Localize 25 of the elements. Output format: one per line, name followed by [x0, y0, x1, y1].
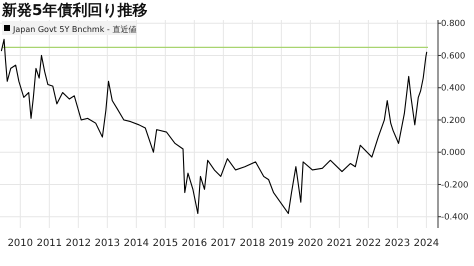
x-tick-label: 2014	[124, 238, 150, 249]
y-tick-label: 0.400	[441, 84, 466, 94]
x-tick-label: 2016	[182, 238, 208, 249]
x-tick-label: 2023	[384, 238, 410, 249]
line-series	[0, 38, 428, 214]
y-tick-label: 0.000	[441, 148, 466, 158]
y-tick-label: -0.400	[441, 212, 468, 223]
legend-label: Japan Govt 5Y Bnchmk - 直近値	[12, 24, 136, 34]
y-tick-label: -0.200	[441, 180, 468, 190]
chart-title: 新発5年債利回り推移	[1, 1, 148, 19]
y-tick-label: 0.200	[441, 116, 466, 126]
x-tick-label: 2012	[66, 238, 92, 249]
x-tick-label: 2019	[268, 238, 294, 249]
x-tick-label: 2022	[356, 238, 382, 249]
x-tick-label: 2015	[152, 238, 178, 249]
x-tick-label: 2010	[8, 238, 34, 249]
y-tick-label: 0.600	[441, 51, 466, 62]
x-tick-label: 2024	[414, 238, 440, 249]
x-tick-label: 2011	[36, 238, 62, 249]
x-tick-label: 2020	[298, 238, 324, 249]
x-tick-label: 2018	[240, 238, 266, 249]
y-tick-label: 0.800	[441, 19, 466, 30]
x-tick-label: 2017	[210, 238, 236, 249]
x-tick-label: 2013	[94, 238, 120, 249]
x-tick-label: 2021	[326, 238, 352, 249]
